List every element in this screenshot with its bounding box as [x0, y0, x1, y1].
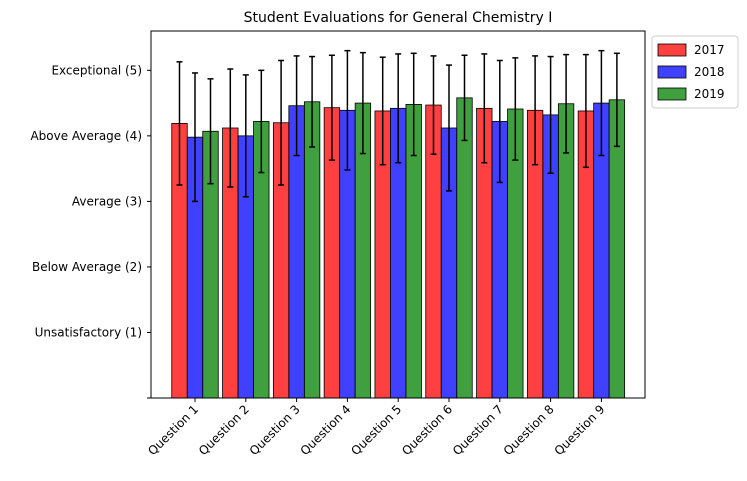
plot-area: Unsatisfactory (1) Below Average (2) Avera… — [30, 30, 646, 458]
legend-label-2018: 2018 — [694, 65, 725, 79]
x-tick-label-2: Question 2 — [196, 402, 252, 458]
legend-label-2017: 2017 — [694, 43, 725, 57]
y-tick-label-4: Above Average (4) — [30, 129, 142, 143]
legend-swatch-2019 — [657, 87, 687, 101]
legend-swatch-2017 — [657, 43, 687, 57]
y-tick-label-1: Unsatisfactory (1) — [35, 325, 142, 339]
x-tick-label-1: Question 1 — [145, 402, 201, 458]
legend-swatch-2018 — [657, 65, 687, 79]
legend: 2017 2018 2019 — [651, 35, 739, 109]
legend-label-2019: 2019 — [694, 87, 725, 101]
x-tick-label-4: Question 4 — [298, 402, 354, 458]
x-tick-label-9: Question 9 — [552, 402, 608, 458]
y-tick-label-3: Average (3) — [72, 194, 142, 208]
x-tick-label-6: Question 6 — [399, 402, 455, 458]
y-tick-label-5: Exceptional (5) — [51, 63, 142, 77]
y-tick-label-2: Below Average (2) — [32, 260, 142, 274]
bar-2019-q6 — [456, 97, 473, 399]
x-tick-label-5: Question 5 — [348, 402, 404, 458]
x-tick-label-3: Question 3 — [247, 402, 303, 458]
x-tick-label-7: Question 7 — [450, 402, 506, 458]
chart-title: Student Evaluations for General Chemistr… — [244, 10, 553, 26]
x-tick-label-8: Question 8 — [501, 402, 557, 458]
